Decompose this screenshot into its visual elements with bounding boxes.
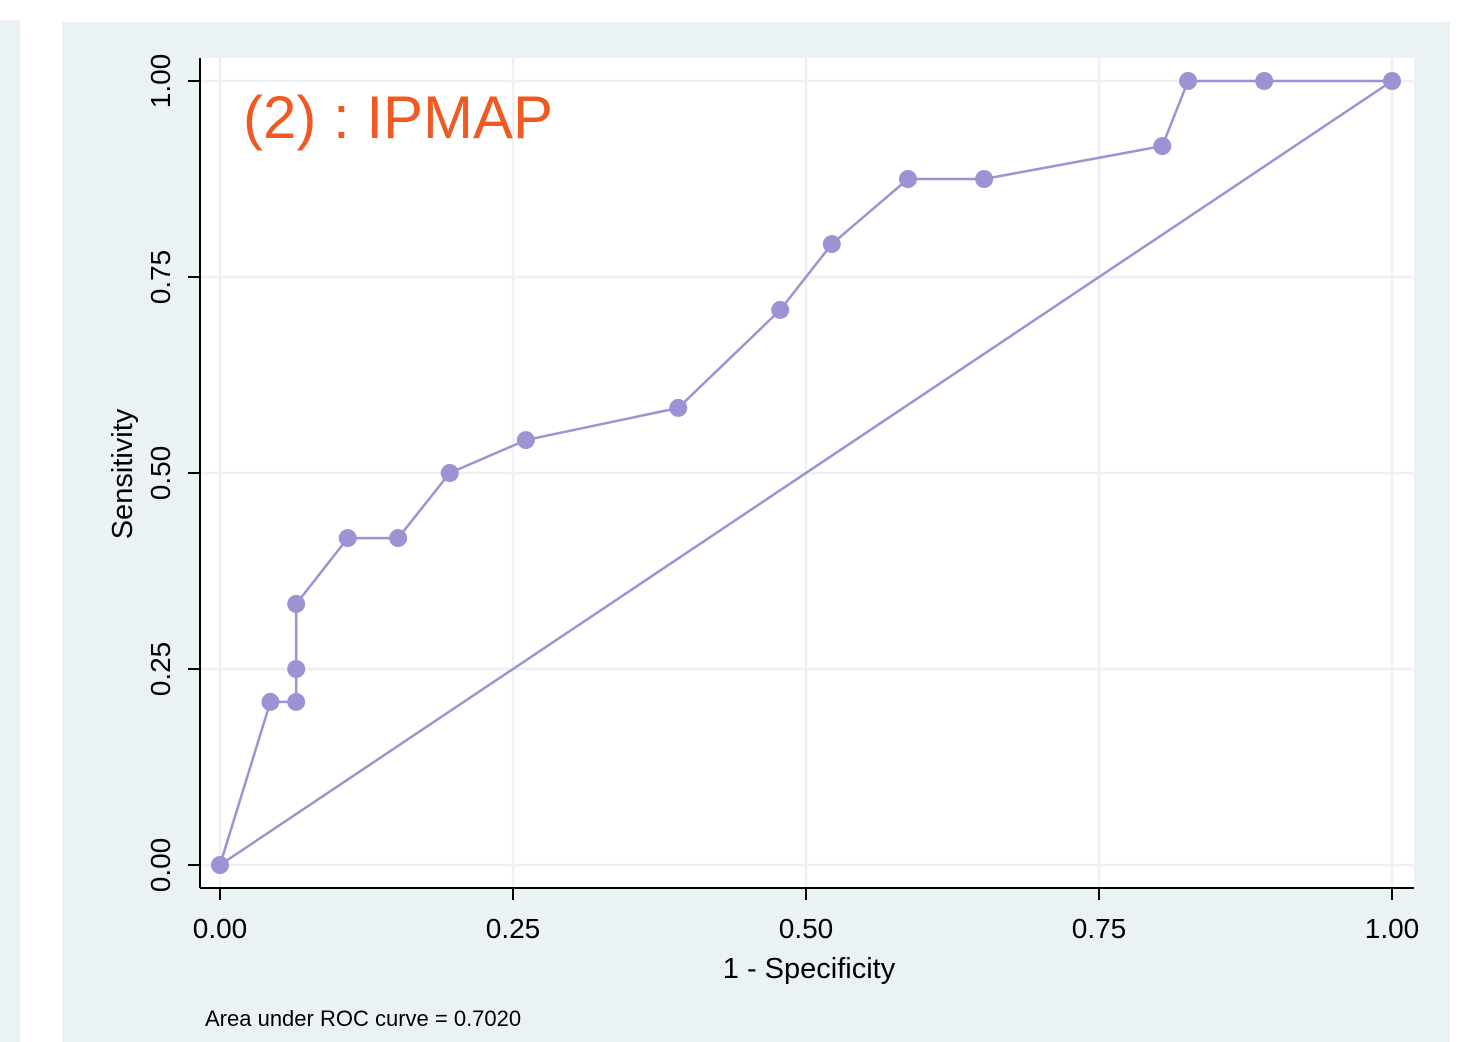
roc-point [1179,72,1198,90]
auc-note: Area under ROC curve = 0.7020 [205,1006,521,1031]
x-tick-label: 0.75 [1072,913,1127,944]
y-tick-label: 0.50 [145,446,176,501]
y-tick-label: 0.75 [145,250,176,305]
roc-point [669,398,688,417]
chart-annotation: (2) : IPMAP [243,84,553,151]
roc-point [1153,137,1172,156]
x-tick-label: 1.00 [1365,913,1420,944]
x-axis-title: 1 - Specificity [723,953,896,985]
x-tick-label: 0.25 [486,913,541,944]
roc-point [338,529,357,548]
roc-point [440,464,459,482]
roc-point [898,170,917,188]
roc-point [261,692,280,711]
roc-point [1255,72,1274,90]
roc-point [389,529,408,548]
roc-point [822,235,841,254]
roc-point [287,692,306,711]
left-side-strip [0,20,20,1042]
roc-point [771,300,790,319]
roc-point [287,594,306,613]
reference-line [219,79,1393,867]
roc-point [516,431,535,450]
y-tick-label: 0.25 [145,642,176,697]
y-tick-label: 1.00 [145,54,176,109]
series-layer [211,72,1401,874]
x-tick-label: 0.50 [779,913,834,944]
roc-point [287,660,306,678]
x-tick-label: 0.00 [193,913,248,944]
roc-point [975,170,994,188]
y-axis-title: Sensitivity [107,408,139,539]
axes: 0.00 0.25 0.50 0.75 1.00 0.00 0.25 0.50 0.75 1.00 [145,54,1419,944]
y-tick-label: 0.00 [145,838,176,893]
